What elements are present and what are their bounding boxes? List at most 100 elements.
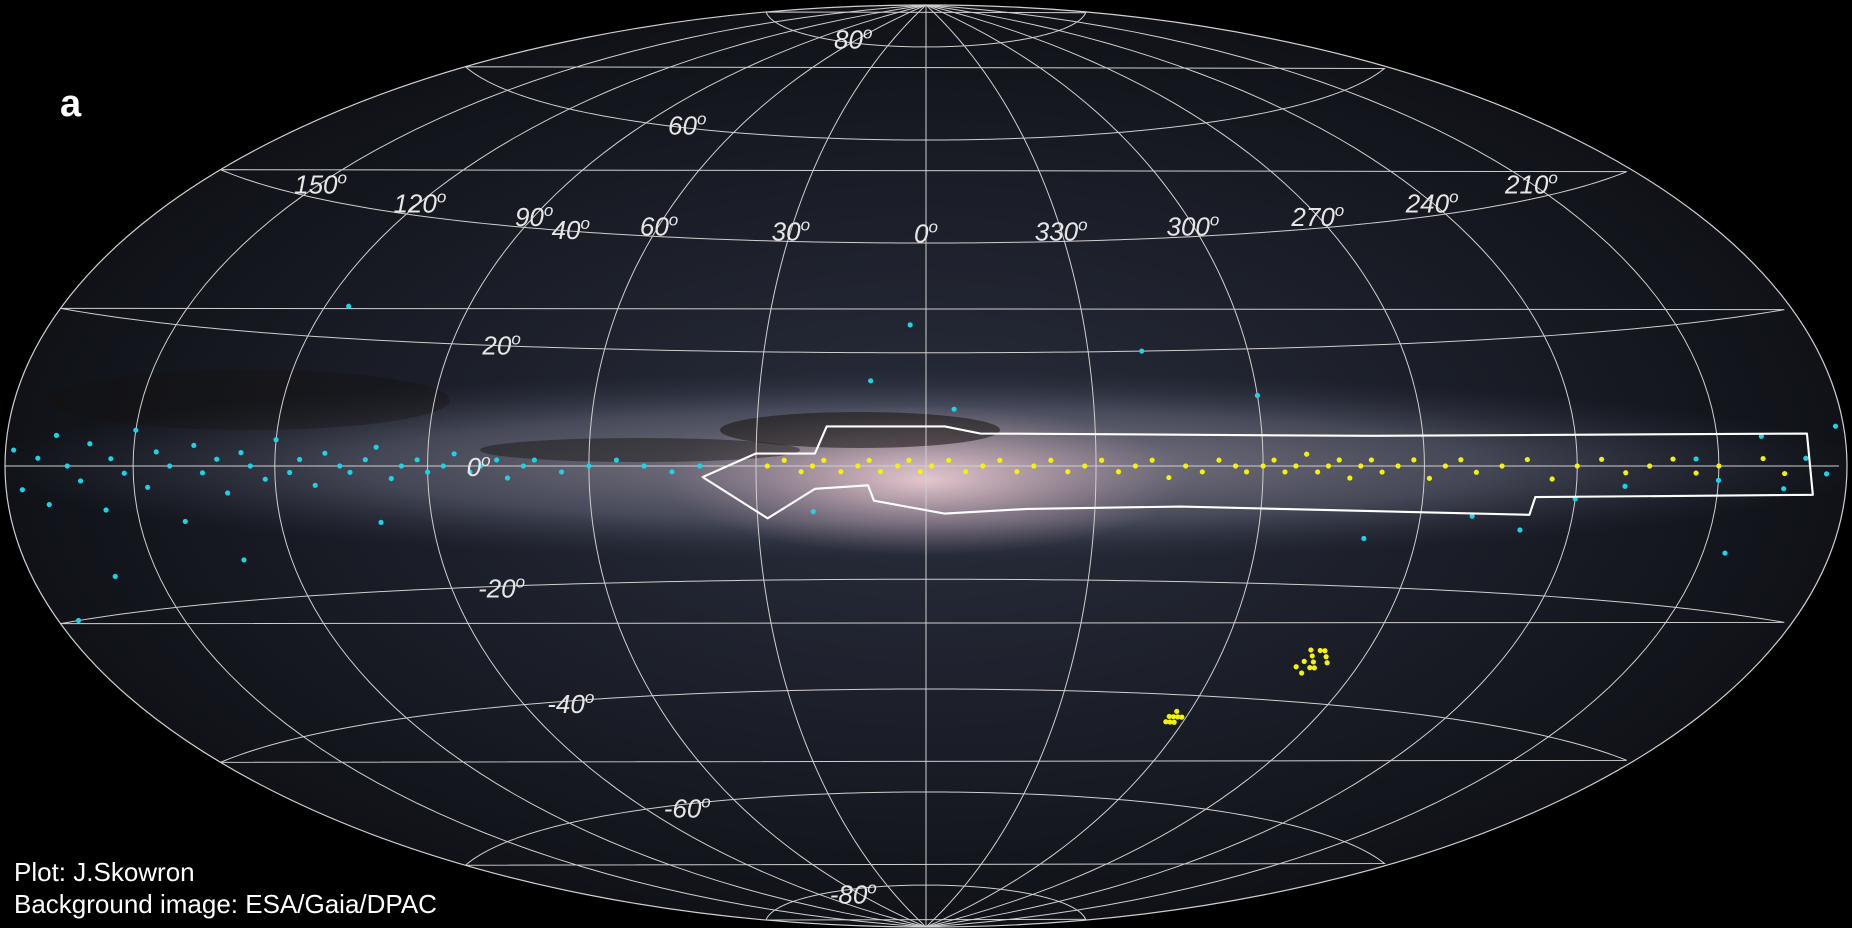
cyan-point xyxy=(1833,424,1838,429)
yellow-point xyxy=(1575,463,1580,468)
yellow-point xyxy=(1379,469,1384,474)
cyan-point xyxy=(697,463,702,468)
label-number: 60 xyxy=(640,211,669,241)
cyan-point xyxy=(1781,486,1786,491)
yellow-point xyxy=(1174,709,1179,714)
yellow-point xyxy=(765,463,770,468)
cyan-point xyxy=(273,437,278,442)
cyan-point xyxy=(47,502,52,507)
degree-mark: o xyxy=(516,572,525,591)
sky-map: 80o60o40o20o0o-20o-40o-60o-80o150o120o90… xyxy=(0,0,1852,928)
label-number: 330 xyxy=(1035,217,1079,247)
yellow-point xyxy=(1623,470,1628,475)
cyan-point xyxy=(145,485,150,490)
cyan-point xyxy=(614,458,619,463)
yellow-point xyxy=(838,469,843,474)
degree-mark: o xyxy=(1548,169,1557,188)
label-number: -60 xyxy=(664,794,702,824)
yellow-point xyxy=(1065,469,1070,474)
cyan-point xyxy=(78,478,83,483)
yellow-point xyxy=(1299,670,1304,675)
degree-mark: o xyxy=(1449,188,1458,207)
cyan-point xyxy=(586,463,591,468)
yellow-point xyxy=(1261,463,1266,468)
cyan-point xyxy=(20,487,25,492)
yellow-point xyxy=(1307,665,1312,670)
cyan-point xyxy=(1622,484,1627,489)
cyan-point xyxy=(669,469,674,474)
degree-mark: o xyxy=(669,210,678,229)
dust-lane xyxy=(50,370,450,430)
yellow-point xyxy=(1312,665,1317,670)
cyan-point xyxy=(346,304,351,309)
page: { "panel_label": "a", "credits": ["Plot:… xyxy=(0,0,1852,928)
degree-mark: o xyxy=(481,451,490,470)
yellow-point xyxy=(1014,469,1019,474)
yellow-point xyxy=(1308,647,1313,652)
yellow-point xyxy=(1324,654,1329,659)
yellow-point xyxy=(997,458,1002,463)
cyan-point xyxy=(167,463,172,468)
yellow-point xyxy=(1294,664,1299,669)
cyan-point xyxy=(183,519,188,524)
cyan-point xyxy=(868,378,873,383)
yellow-point xyxy=(1322,648,1327,653)
yellow-point xyxy=(799,469,804,474)
cyan-point xyxy=(1361,536,1366,541)
dust-lane xyxy=(480,438,800,462)
yellow-point xyxy=(1716,463,1721,468)
cyan-point xyxy=(108,456,113,461)
yellow-point xyxy=(918,469,923,474)
yellow-point xyxy=(895,463,900,468)
yellow-point xyxy=(821,458,826,463)
yellow-point xyxy=(1244,469,1249,474)
cyan-point xyxy=(494,457,499,462)
yellow-point xyxy=(810,463,815,468)
degree-mark: o xyxy=(697,109,706,128)
degree-mark: o xyxy=(1210,210,1219,229)
yellow-point xyxy=(1599,457,1604,462)
yellow-point xyxy=(963,469,968,474)
cyan-point xyxy=(54,433,59,438)
cyan-point xyxy=(76,618,81,623)
label-number: -40 xyxy=(547,689,585,719)
yellow-point xyxy=(1293,463,1298,468)
yellow-point xyxy=(1525,457,1530,462)
cyan-point xyxy=(11,447,16,452)
cyan-point xyxy=(532,457,537,462)
label-number: 0 xyxy=(914,218,929,248)
yellow-point xyxy=(1474,470,1479,475)
yellow-point xyxy=(1304,452,1309,457)
cyan-point xyxy=(399,463,404,468)
yellow-point xyxy=(1427,476,1432,481)
yellow-point xyxy=(1326,463,1331,468)
yellow-point xyxy=(1443,463,1448,468)
label-number: 90 xyxy=(515,202,544,232)
cyan-point xyxy=(505,475,510,480)
yellow-point xyxy=(1282,469,1287,474)
yellow-point xyxy=(1311,659,1316,664)
yellow-point xyxy=(1310,653,1315,658)
yellow-point xyxy=(1647,463,1652,468)
cyan-point xyxy=(200,470,205,475)
yellow-point xyxy=(980,463,985,468)
cyan-point xyxy=(214,457,219,462)
label-number: 300 xyxy=(1167,211,1211,241)
yellow-point xyxy=(1395,463,1400,468)
label-number: -20 xyxy=(478,573,516,603)
yellow-point xyxy=(1200,469,1205,474)
cyan-point xyxy=(35,456,40,461)
cyan-point xyxy=(322,451,327,456)
cyan-point xyxy=(263,477,268,482)
yellow-point xyxy=(1167,719,1172,724)
label-number: 80 xyxy=(834,24,863,54)
yellow-point xyxy=(1670,456,1675,461)
cyan-point xyxy=(113,574,118,579)
degree-mark: o xyxy=(863,23,872,42)
cyan-point xyxy=(313,483,318,488)
cyan-point xyxy=(378,520,383,525)
label-number: 240 xyxy=(1405,189,1450,219)
yellow-point xyxy=(1337,457,1342,462)
yellow-point xyxy=(1166,475,1171,480)
yellow-point xyxy=(1358,463,1363,468)
